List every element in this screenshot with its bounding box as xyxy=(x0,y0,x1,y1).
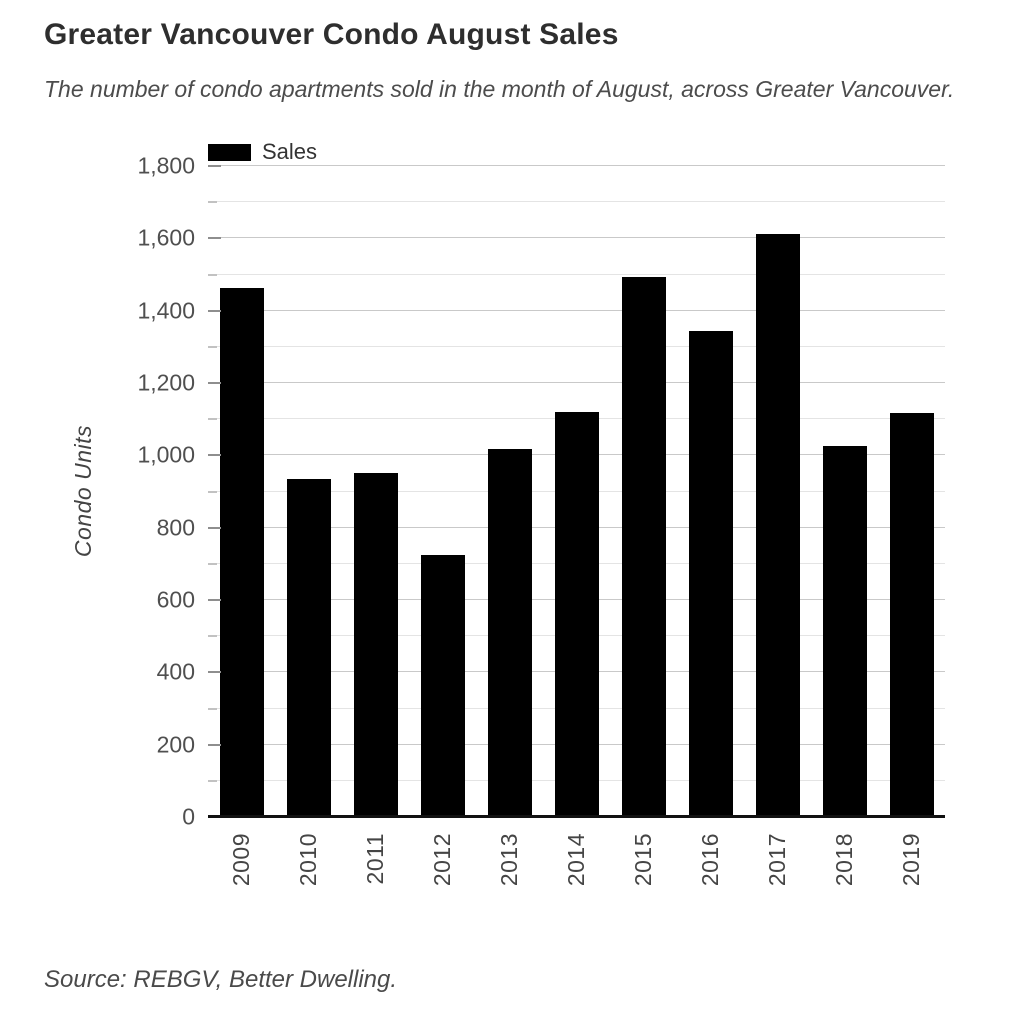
y-tick-1200 xyxy=(208,382,221,384)
legend-swatch-icon xyxy=(208,143,251,161)
x-axis-label-text-2009: 2009 xyxy=(228,833,254,887)
y-axis-label-800: 800 xyxy=(156,514,195,541)
plot-area: 0 200 400 600 800 1,000 1,200 1,400 1,600 1,800 20… xyxy=(137,154,945,886)
y-axis-title-text: Condo Units xyxy=(69,425,96,558)
y-tick-800 xyxy=(208,526,221,529)
bar-2017 xyxy=(755,233,800,817)
y-tick-1000 xyxy=(208,454,221,457)
y-tick-1800 xyxy=(208,165,221,167)
y-axis-label-0: 0 xyxy=(182,803,195,830)
x-axis-label-text-2018: 2018 xyxy=(831,833,857,887)
bar-2011 xyxy=(353,473,398,817)
y-tick-100 xyxy=(208,779,217,782)
x-axis-label-2019: 2019 xyxy=(878,833,945,929)
y-tick-1100 xyxy=(208,418,217,421)
y-tick-900 xyxy=(208,490,217,493)
y-tick-1500 xyxy=(208,273,217,276)
x-axis-label-2016: 2016 xyxy=(677,833,744,929)
gridline-1600 xyxy=(208,237,945,239)
x-axis-label-2014: 2014 xyxy=(543,833,610,929)
chart-subtitle: The number of condo apartments sold in t… xyxy=(44,76,955,102)
y-tick-600 xyxy=(208,599,221,601)
x-axis-label-2018: 2018 xyxy=(811,833,878,929)
y-axis-label-1200: 1,200 xyxy=(137,369,195,396)
bar-2018 xyxy=(822,446,867,817)
gridline-1200 xyxy=(208,382,945,383)
y-axis-label-1800: 1,800 xyxy=(137,152,195,179)
y-tick-200 xyxy=(208,743,221,746)
x-axis-label-text-2019: 2019 xyxy=(898,833,924,887)
legend: Sales xyxy=(208,139,317,165)
y-tick-400 xyxy=(208,671,221,674)
x-axis-label-2013: 2013 xyxy=(476,833,543,929)
y-tick-1300 xyxy=(208,345,217,348)
x-axis-label-text-2010: 2010 xyxy=(295,833,321,887)
y-tick-1600 xyxy=(208,237,221,240)
gridline-1500 xyxy=(208,273,945,275)
x-axis-label-2017: 2017 xyxy=(744,833,811,929)
chart-title: Greater Vancouver Condo August Sales xyxy=(44,18,619,51)
bar-2015 xyxy=(621,276,666,817)
gridline-1800 xyxy=(208,165,945,166)
y-axis-label-1600: 1,600 xyxy=(137,224,195,251)
y-axis-label-600: 600 xyxy=(156,586,195,613)
x-axis-label-text-2013: 2013 xyxy=(496,833,522,887)
x-axis-label-text-2017: 2017 xyxy=(764,833,790,887)
bar-2019 xyxy=(889,413,934,817)
y-axis-label-1000: 1,000 xyxy=(137,441,195,468)
y-axis-label-1400: 1,400 xyxy=(137,297,195,324)
x-axis-label-text-2016: 2016 xyxy=(697,833,723,887)
y-axis-title: Condo Units xyxy=(66,166,100,817)
y-axis-label-400: 400 xyxy=(156,658,195,685)
x-axis-label-2015: 2015 xyxy=(610,833,677,929)
x-axis-label-2010: 2010 xyxy=(275,833,342,929)
source-note: Source: REBGV, Better Dwelling. xyxy=(44,966,398,993)
bar-2010 xyxy=(286,478,331,817)
y-tick-300 xyxy=(208,707,217,710)
x-axis-label-text-2015: 2015 xyxy=(630,833,656,887)
x-axis-label-text-2014: 2014 xyxy=(563,833,589,887)
y-tick-500 xyxy=(208,635,217,638)
bar-2016 xyxy=(688,331,733,817)
bar-2012 xyxy=(420,554,465,817)
x-axis-label-2009: 2009 xyxy=(208,833,275,929)
gridline-1300 xyxy=(208,345,945,347)
x-axis-label-2012: 2012 xyxy=(409,833,476,929)
y-axis-label-200: 200 xyxy=(156,731,195,758)
y-tick-1400 xyxy=(208,309,221,312)
gridline-1700 xyxy=(208,201,945,203)
y-tick-700 xyxy=(208,562,217,565)
x-axis-label-2011: 2011 xyxy=(342,833,409,929)
bar-2014 xyxy=(554,411,599,817)
x-axis-label-text-2012: 2012 xyxy=(429,833,455,887)
x-axis-line xyxy=(208,815,945,818)
bar-2009 xyxy=(219,287,264,817)
gridline-1400 xyxy=(208,309,945,311)
y-tick-1700 xyxy=(208,201,217,204)
bar-2013 xyxy=(487,448,532,817)
x-axis-label-text-2011: 2011 xyxy=(362,833,388,885)
legend-label: Sales xyxy=(262,139,318,164)
